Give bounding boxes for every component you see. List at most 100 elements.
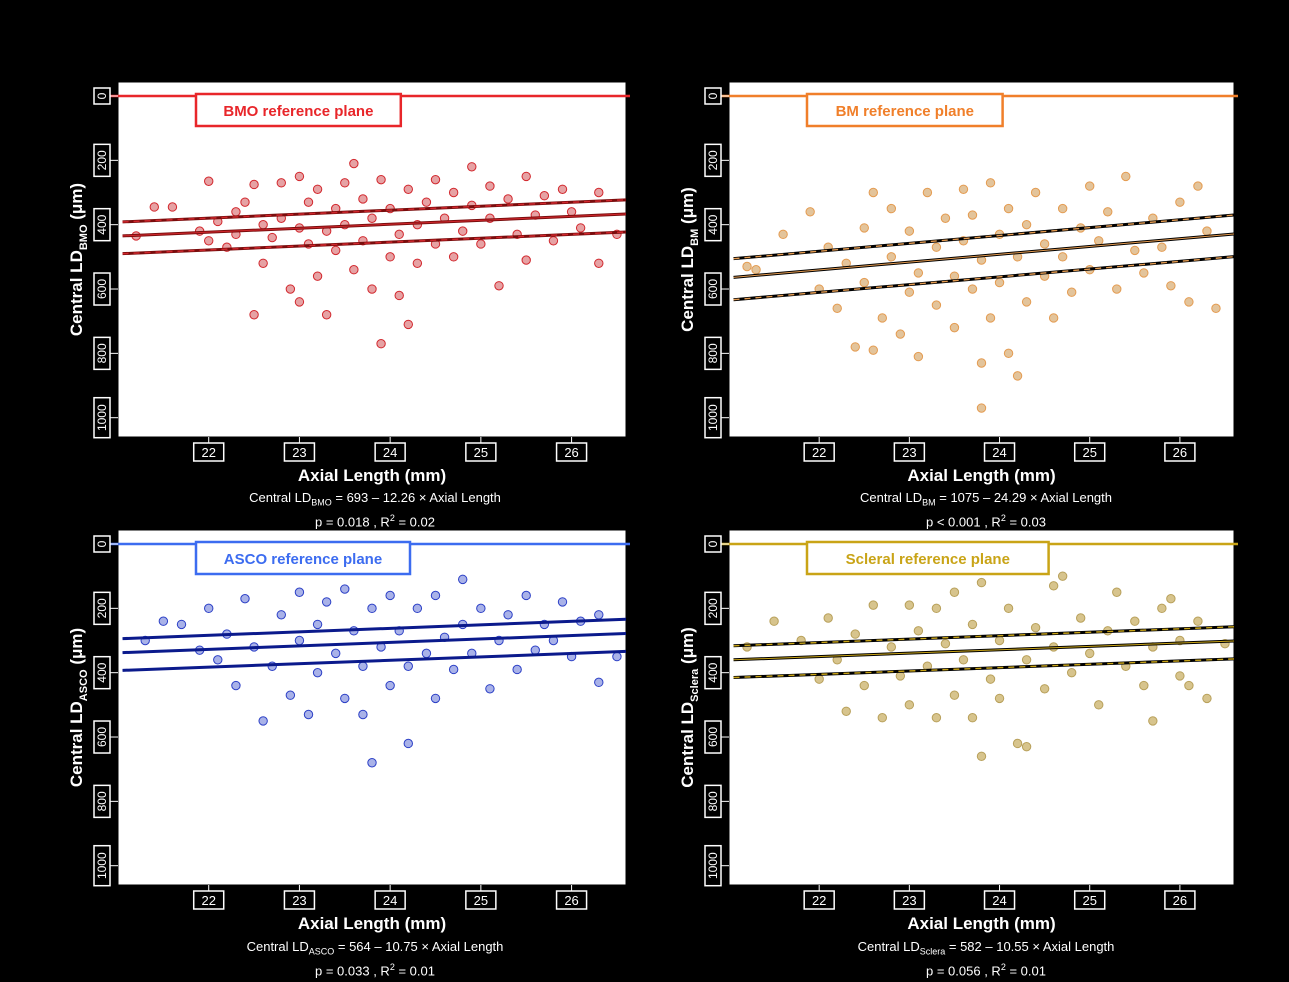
data-point [1066, 287, 1077, 297]
data-point [1021, 741, 1032, 752]
data-point [367, 213, 377, 223]
data-point [421, 197, 432, 207]
data-point [403, 661, 413, 671]
data-point [913, 626, 924, 636]
r2-value-text: = 0.01 [1005, 962, 1046, 978]
y-tick-box [93, 535, 111, 553]
y-tick-box [704, 272, 722, 306]
data-point [204, 176, 214, 186]
data-point [967, 210, 978, 220]
data-point [358, 194, 368, 204]
data-point [1039, 684, 1050, 694]
confidence-band-dash [733, 214, 1235, 260]
data-point [340, 584, 350, 594]
regression-line-highlight [733, 640, 1235, 661]
data-point [850, 342, 860, 352]
data-point [512, 664, 522, 675]
y-axis-label-main: Central LD [678, 246, 697, 332]
data-point [276, 610, 286, 620]
data-point [1066, 667, 1077, 678]
data-point [1030, 187, 1041, 198]
data-point [769, 616, 779, 626]
x-tick-label: 22 [812, 445, 826, 460]
equation-subscript: Sclera [919, 946, 946, 957]
y-tick-label: 600 [706, 727, 720, 747]
data-point [303, 197, 314, 207]
data-point [994, 277, 1005, 288]
data-point [448, 187, 459, 198]
data-point [805, 207, 815, 217]
y-tick-label: 600 [95, 727, 109, 747]
data-point [385, 252, 395, 262]
data-point [331, 648, 341, 659]
data-point [521, 590, 531, 601]
data-point [967, 284, 978, 294]
y-tick-box [704, 844, 722, 887]
data-point [1057, 203, 1068, 214]
data-point [1021, 655, 1032, 665]
data-point [503, 194, 513, 204]
x-tick-box [1164, 442, 1196, 462]
x-tick-box [374, 890, 406, 910]
data-point [1112, 587, 1122, 597]
data-point [1075, 613, 1086, 623]
equation-rest: = 1075 – 24.29 × Axial Length [935, 490, 1112, 505]
x-tick-label: 25 [1082, 893, 1096, 908]
y-tick-box [704, 336, 722, 371]
equation-prefix: Central LD [859, 490, 923, 505]
data-point [258, 219, 268, 230]
x-tick-box [1164, 890, 1196, 910]
data-point [503, 610, 513, 620]
y-tick-label: 800 [706, 343, 720, 363]
confidence-band-dash [122, 650, 627, 672]
data-point [994, 635, 1005, 646]
plot-area [728, 529, 1235, 886]
y-tick-box [93, 784, 111, 819]
data-point [249, 310, 259, 320]
data-point [868, 345, 878, 355]
x-tick-label: 25 [474, 445, 488, 460]
data-point [976, 751, 987, 762]
x-tick-label: 23 [902, 893, 916, 908]
data-point [394, 290, 404, 301]
x-tick-box [983, 442, 1016, 462]
data-point [841, 706, 851, 716]
data-point [231, 680, 241, 691]
x-axis-label: Axial Length (mm) [907, 466, 1055, 485]
y-tick-box [93, 336, 111, 371]
data-point [349, 158, 359, 169]
data-point [832, 303, 842, 314]
x-tick-label: 23 [292, 893, 306, 908]
data-point [1012, 371, 1023, 381]
data-point [557, 184, 568, 194]
confidence-band-dash [122, 199, 627, 223]
y-tick-box [704, 207, 722, 242]
y-axis-label-main: Central LD [67, 250, 86, 336]
equation-subscript: ASCO [308, 946, 335, 957]
data-point [949, 690, 960, 700]
data-point [321, 310, 332, 320]
data-point [412, 258, 423, 268]
y-axis-label-main: Central LD [678, 702, 697, 788]
data-point [859, 223, 869, 233]
data-point [403, 738, 413, 749]
panel-title-box [805, 540, 1050, 576]
r2-value-text: = 0.02 [394, 513, 435, 529]
x-tick-box [192, 442, 225, 462]
data-point [294, 635, 305, 646]
y-tick-box [704, 720, 722, 754]
panel-title: BMO reference plane [223, 103, 373, 120]
x-tick-box [283, 442, 316, 462]
data-point [1012, 738, 1023, 749]
data-point [904, 700, 915, 710]
data-point [985, 178, 996, 188]
y-axis-label-sub: Sclera [689, 668, 701, 702]
y-tick-box [93, 591, 111, 626]
data-point [167, 202, 178, 212]
data-point [358, 709, 368, 720]
data-point [385, 590, 395, 601]
data-point [204, 236, 214, 246]
y-axis-label-main: Central LD [67, 701, 86, 787]
y-tick-label: 200 [95, 598, 109, 618]
x-tick-label: 26 [1173, 445, 1187, 460]
